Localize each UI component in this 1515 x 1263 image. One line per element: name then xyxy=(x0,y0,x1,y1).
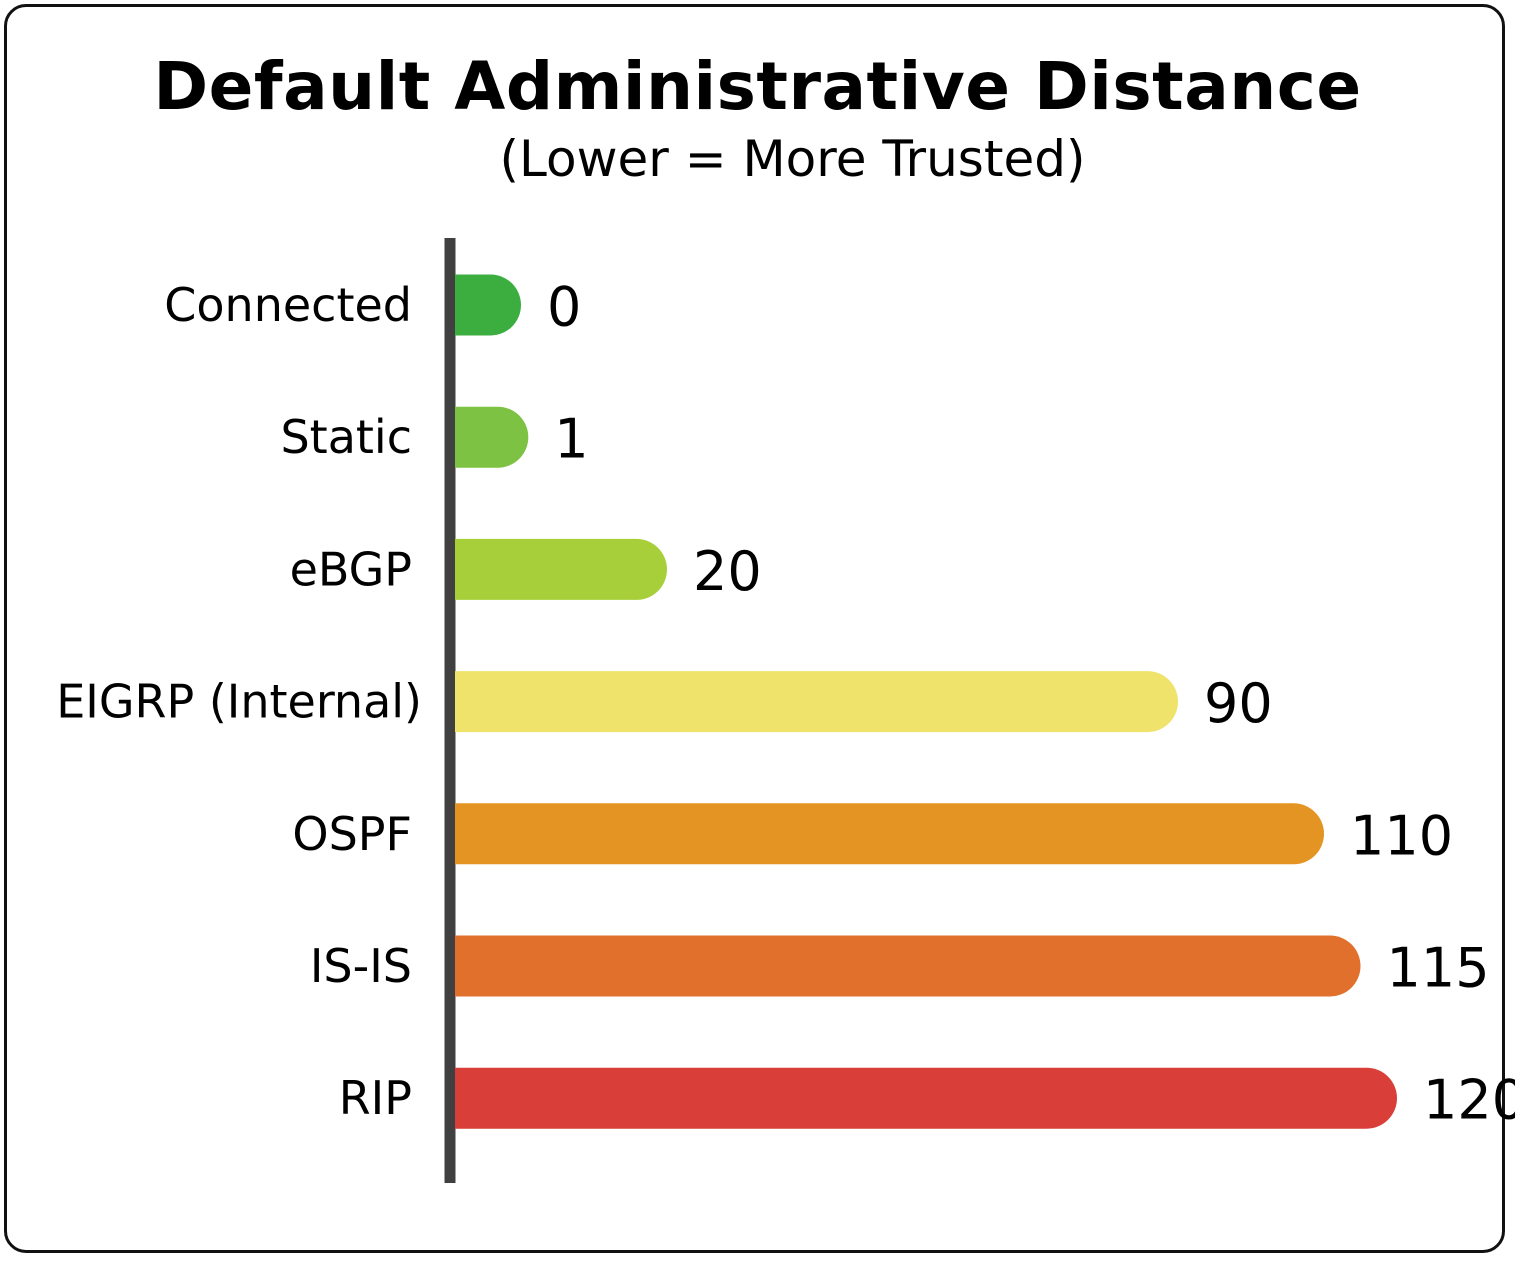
category-label: RIP xyxy=(339,1071,412,1125)
bar-static xyxy=(455,406,529,468)
value-label: 90 xyxy=(1204,672,1273,735)
category-label: OSPF xyxy=(292,807,412,861)
category-label: IS-IS xyxy=(310,939,412,993)
bar-ospf xyxy=(455,803,1324,865)
bar-rip xyxy=(455,1067,1397,1129)
value-label: 120 xyxy=(1423,1069,1515,1132)
value-label: 0 xyxy=(547,276,581,339)
value-label: 1 xyxy=(554,408,588,471)
chart-frame xyxy=(4,4,1505,1253)
value-label: 20 xyxy=(693,540,762,603)
bar-connected xyxy=(455,274,521,336)
bar-is-is xyxy=(455,935,1361,997)
value-label: 115 xyxy=(1387,937,1490,1000)
category-label: EIGRP (Internal) xyxy=(56,675,422,729)
category-label: Connected xyxy=(164,278,412,332)
chart-title: Default Administrative Distance xyxy=(153,48,1362,125)
bar-eigrp-internal xyxy=(455,671,1178,733)
chart-subtitle: (Lower = More Trusted) xyxy=(499,130,1086,188)
category-label: Static xyxy=(280,410,412,464)
category-label: eBGP xyxy=(290,542,412,596)
bar-ebgp xyxy=(455,538,667,600)
value-label: 110 xyxy=(1350,804,1453,867)
